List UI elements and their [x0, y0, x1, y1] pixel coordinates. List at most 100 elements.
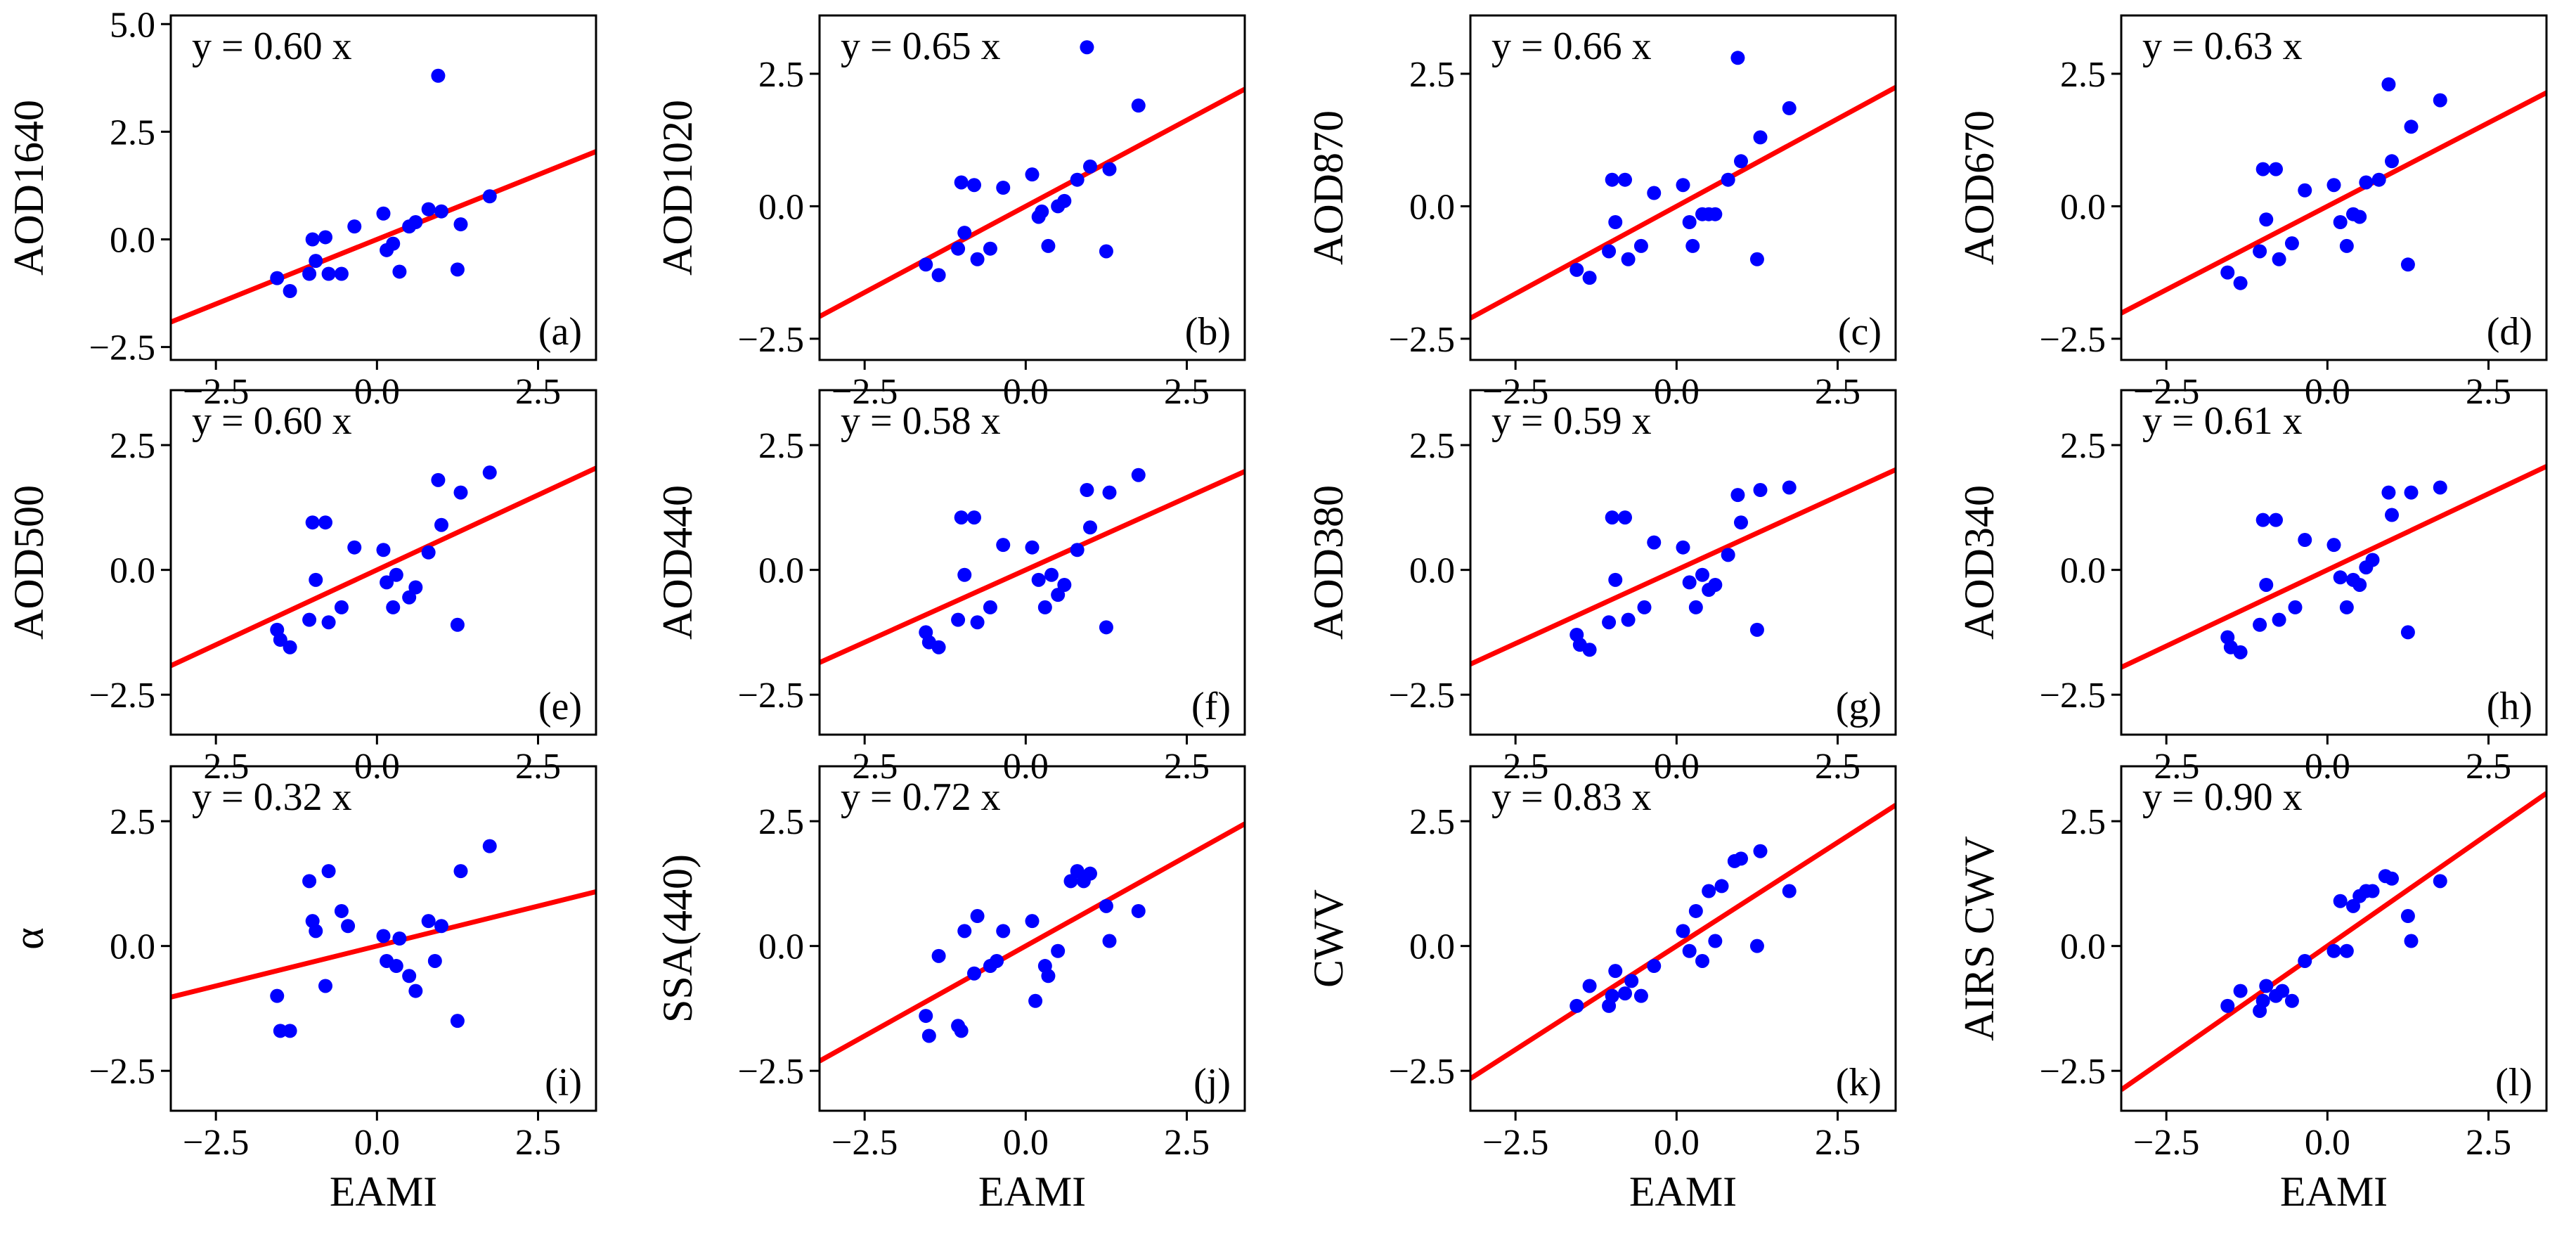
panel-label: (e): [538, 685, 582, 728]
data-point: [970, 909, 985, 924]
data-point: [931, 948, 946, 963]
data-point: [1637, 600, 1652, 614]
data-point: [983, 600, 997, 614]
data-point: [2346, 898, 2360, 913]
y-axis-title: AOD670: [1956, 110, 2002, 265]
data-point: [2288, 600, 2303, 614]
y-tick-label: 2.5: [2060, 426, 2106, 466]
data-point: [2275, 984, 2290, 998]
data-point: [1041, 969, 1056, 984]
data-point: [1753, 844, 1768, 858]
data-point: [2385, 508, 2399, 522]
plot-frame: [169, 765, 597, 1112]
regression-equation: y = 0.72 x: [841, 775, 1001, 819]
y-tick-label: −2.5: [738, 676, 804, 716]
y-tick-label: 0.0: [2060, 927, 2106, 967]
data-point: [2255, 993, 2270, 1008]
data-point: [1605, 172, 1619, 187]
data-point: [1621, 252, 1636, 266]
y-tick-label: −2.5: [1389, 320, 1455, 360]
regression-equation: y = 0.63 x: [2142, 25, 2303, 68]
data-point: [2381, 77, 2396, 91]
data-point: [283, 640, 297, 655]
data-point: [1685, 238, 1700, 253]
data-point: [334, 266, 349, 281]
y-axis-title: AOD870: [1305, 110, 1352, 265]
data-point: [967, 178, 981, 193]
y-tick-label: 2.5: [110, 426, 155, 466]
data-point: [450, 262, 465, 277]
panel-d: −2.5 0.0 2.5 −2.5 0.0 2.5 AOD670 y = 0.63 x (d): [1956, 14, 2548, 412]
data-point: [2220, 998, 2235, 1013]
data-point: [2253, 617, 2267, 632]
data-point: [1721, 172, 1735, 187]
data-point: [2233, 984, 2248, 998]
data-point: [2333, 570, 2348, 585]
data-point: [434, 919, 448, 934]
y-axis-title: AOD1640: [6, 100, 52, 276]
data-point: [1025, 914, 1040, 929]
data-point: [1582, 979, 1597, 993]
data-point: [954, 510, 969, 525]
data-point: [2333, 894, 2348, 908]
data-point: [2284, 236, 2299, 251]
panel-l: −2.5 0.0 2.5 −2.5 0.0 2.5 AIRS CWV EAMI y = 0.90…: [1956, 765, 2548, 1215]
data-point: [431, 68, 446, 83]
data-point: [1037, 600, 1052, 614]
data-point: [1051, 588, 1066, 602]
data-point: [1099, 244, 1113, 259]
data-point: [1031, 572, 1046, 587]
data-point: [957, 226, 972, 240]
plot-frame: [818, 14, 1246, 361]
data-point: [1676, 924, 1690, 939]
data-point: [389, 567, 403, 582]
x-tick-label: 0.0: [2305, 1123, 2350, 1163]
data-point: [1057, 193, 1072, 208]
x-tick-label: 0.0: [1654, 1123, 1700, 1163]
data-point: [2333, 215, 2348, 229]
data-point: [2381, 485, 2396, 500]
x-axis-title: EAMI: [330, 1168, 437, 1215]
y-tick-label: 0.0: [758, 551, 804, 591]
data-point: [931, 640, 946, 655]
fit-line: [1470, 803, 1896, 1081]
data-point: [402, 590, 417, 605]
x-tick-label: 0.0: [354, 372, 400, 412]
data-point: [2272, 252, 2286, 266]
data-point: [1734, 851, 1748, 866]
data-point: [2233, 276, 2248, 290]
data-point: [283, 284, 297, 298]
data-point: [1131, 468, 1146, 482]
data-point: [321, 864, 336, 879]
data-point: [970, 615, 985, 630]
x-tick-label: 0.0: [1654, 372, 1700, 412]
data-point: [2259, 212, 2274, 227]
data-point: [386, 600, 401, 614]
x-tick-label: 2.5: [515, 1123, 561, 1163]
y-axis-title: AIRS CWV: [1956, 836, 2002, 1041]
panel-i: −2.5 0.0 2.5 −2.5 0.0 2.5 α EAMI y = 0.32 x (i): [6, 765, 597, 1215]
panel-label: (g): [1836, 685, 1882, 728]
data-point: [919, 257, 933, 272]
data-point: [309, 572, 323, 587]
data-point: [1070, 172, 1085, 187]
data-point: [1569, 262, 1584, 277]
data-point: [1682, 575, 1697, 590]
data-point: [1730, 51, 1745, 65]
data-point: [954, 1024, 969, 1038]
data-point: [318, 230, 332, 245]
y-tick-label: 5.0: [110, 5, 155, 45]
data-point: [2259, 979, 2274, 993]
y-tick-label: 0.0: [2060, 551, 2106, 591]
y-tick-label: 2.5: [2060, 802, 2106, 842]
x-tick-label: 2.5: [515, 372, 561, 412]
data-point: [1753, 483, 1768, 498]
y-axis-title: AOD340: [1956, 485, 2002, 640]
data-point: [1714, 879, 1729, 894]
data-point: [970, 252, 985, 266]
y-tick-label: −2.5: [1389, 676, 1455, 716]
data-point: [1083, 866, 1097, 881]
data-point: [392, 264, 407, 279]
x-tick-label: 2.5: [1164, 372, 1210, 412]
